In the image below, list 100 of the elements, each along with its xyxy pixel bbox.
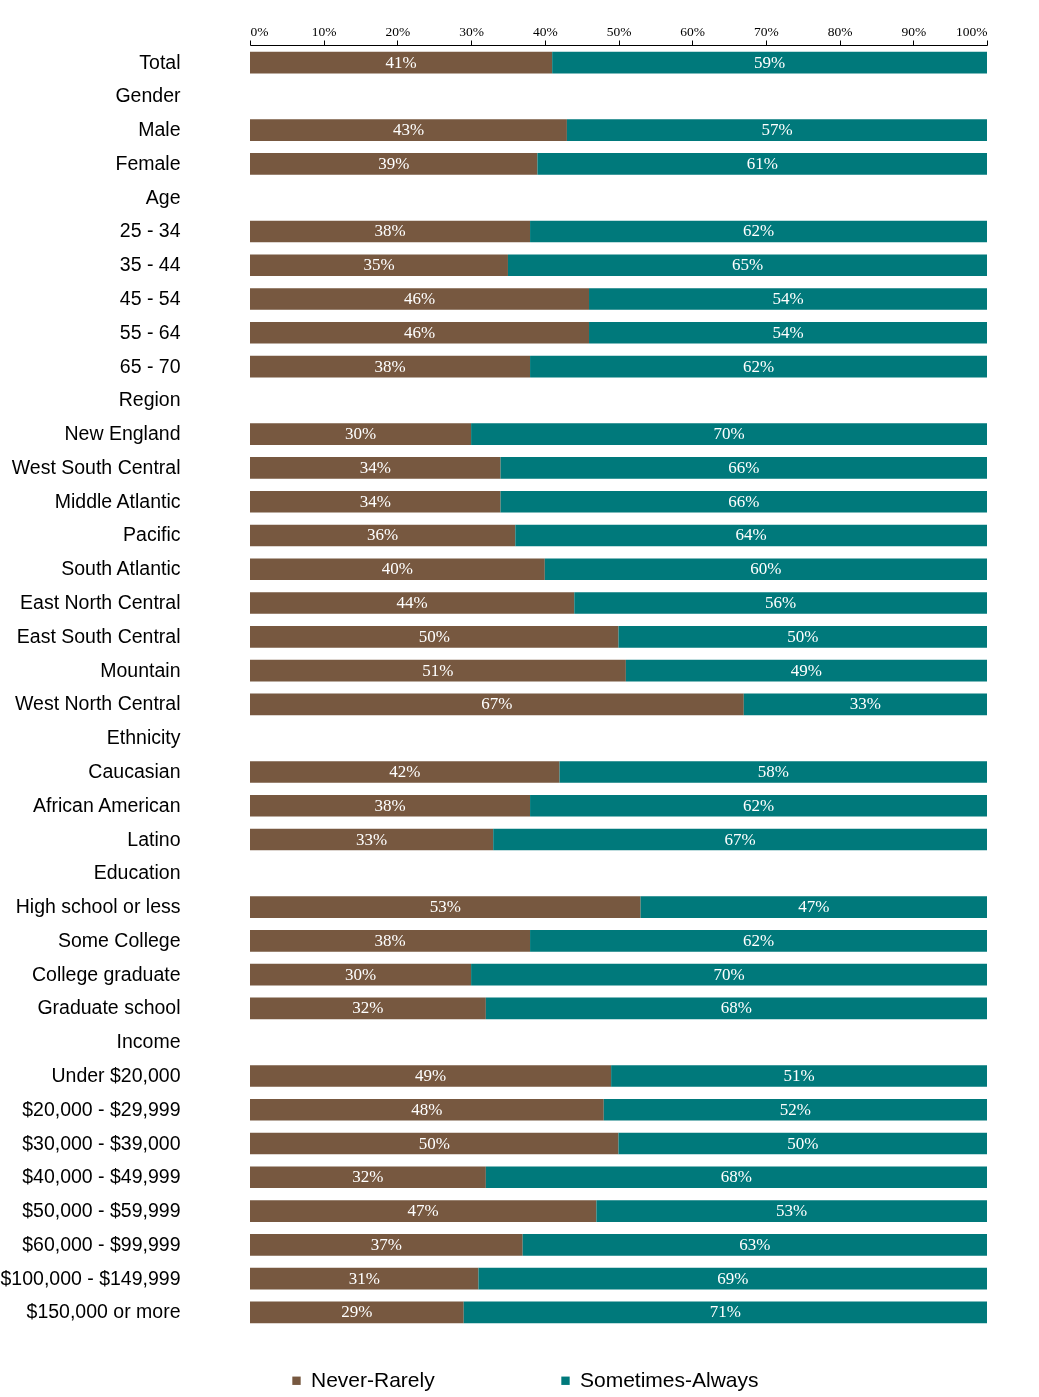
data-label: 57% — [761, 120, 793, 140]
data-label: 66% — [728, 457, 760, 477]
bar — [530, 930, 987, 952]
data-label: 70% — [713, 424, 745, 444]
x-tick-label: 30% — [459, 23, 484, 39]
data-label: 66% — [728, 491, 760, 511]
data-label: 69% — [717, 1268, 749, 1288]
bar — [250, 659, 626, 682]
bar — [530, 355, 987, 378]
y-tick-label: Male — [138, 118, 181, 141]
bar — [250, 1166, 486, 1189]
data-label: 70% — [713, 964, 745, 984]
y-tick-label: New England — [64, 422, 181, 445]
bar — [250, 1065, 612, 1087]
bar — [250, 51, 553, 74]
data-label: 29% — [341, 1302, 373, 1322]
data-label: 49% — [790, 660, 823, 680]
data-label: 39% — [378, 153, 410, 173]
bar — [250, 761, 560, 783]
bar — [250, 119, 567, 141]
bar — [485, 1166, 987, 1189]
data-label: 60% — [750, 559, 782, 579]
bar — [611, 1065, 987, 1087]
bar — [250, 828, 494, 851]
bar — [250, 322, 590, 344]
y-tick-label: Income — [116, 1030, 181, 1053]
y-tick-label: African American — [33, 793, 181, 816]
bar — [250, 524, 516, 547]
data-label: 38% — [374, 930, 406, 950]
y-tick-label: Gender — [115, 84, 181, 107]
y-tick-label: 65 - 70 — [119, 354, 181, 377]
y-tick-label: 25 - 34 — [119, 219, 181, 242]
y-tick-label: College graduate — [31, 962, 181, 985]
data-label: 50% — [787, 626, 819, 646]
bar — [640, 896, 987, 918]
bar — [250, 1132, 619, 1155]
data-label: 33% — [849, 694, 881, 714]
data-label: 68% — [720, 998, 753, 1018]
y-tick-label: Education — [93, 861, 181, 884]
data-label: 38% — [374, 221, 406, 241]
bar — [625, 659, 987, 682]
bar — [250, 423, 472, 445]
y-tick-label: Under $20,000 — [51, 1063, 181, 1086]
y-tick-label: $20,000 - $29,999 — [22, 1097, 181, 1120]
data-label: 34% — [359, 457, 391, 477]
bar — [250, 896, 641, 918]
data-label: 65% — [731, 255, 764, 275]
y-tick-label: Region — [118, 388, 181, 411]
x-tick-label: 60% — [680, 23, 706, 39]
data-label: 56% — [765, 593, 797, 613]
y-tick-label: $60,000 - $99,999 — [22, 1232, 181, 1255]
bar — [537, 153, 987, 175]
data-label: 48% — [411, 1099, 443, 1119]
data-label: 52% — [779, 1099, 811, 1119]
bar — [250, 693, 744, 716]
data-label: 54% — [772, 322, 804, 342]
bar — [250, 1234, 523, 1256]
y-tick-label: $40,000 - $49,999 — [22, 1165, 181, 1188]
data-label: 42% — [389, 761, 421, 781]
data-label: 68% — [720, 1167, 753, 1187]
data-label: 50% — [418, 1133, 450, 1153]
y-tick-label: High school or less — [15, 895, 181, 918]
data-label: 38% — [374, 795, 406, 815]
data-label: 32% — [352, 998, 384, 1018]
bar — [544, 558, 987, 581]
y-tick-label: Middle Atlantic — [54, 489, 181, 512]
y-tick-label: $150,000 or more — [26, 1300, 181, 1323]
y-tick-label: Latino — [127, 827, 181, 850]
y-tick-label: $30,000 - $39,000 — [22, 1131, 181, 1154]
bar — [250, 930, 531, 952]
data-label: 41% — [385, 52, 417, 72]
data-label: 30% — [344, 424, 377, 444]
x-tick-label: 40% — [532, 23, 558, 39]
y-tick-label: West North Central — [15, 692, 181, 715]
data-label: 47% — [798, 897, 830, 917]
y-tick-label: Age — [145, 185, 181, 208]
data-label: 46% — [403, 289, 436, 309]
data-label: 38% — [374, 356, 406, 376]
data-label: 44% — [396, 593, 428, 613]
y-tick-label: Female — [115, 151, 181, 174]
bar — [471, 423, 987, 445]
y-tick-label: Caucasian — [88, 759, 181, 782]
data-label: 62% — [742, 795, 775, 815]
y-tick-label: $50,000 - $59,999 — [22, 1199, 181, 1222]
bar — [574, 592, 987, 614]
data-label: 53% — [776, 1201, 808, 1221]
data-label: 35% — [363, 255, 395, 275]
data-label: 30% — [344, 964, 377, 984]
data-label: 43% — [392, 120, 425, 140]
bar — [530, 794, 987, 817]
bar — [250, 963, 472, 986]
y-tick-label: Total — [139, 50, 181, 73]
bar — [493, 828, 987, 851]
bar — [250, 1301, 464, 1324]
data-label: 49% — [414, 1065, 447, 1085]
bar — [463, 1301, 987, 1324]
legend-label: Sometimes-Always — [580, 1367, 759, 1391]
y-tick-label: East North Central — [20, 591, 181, 614]
bar — [471, 963, 987, 986]
data-label: 51% — [783, 1065, 815, 1085]
